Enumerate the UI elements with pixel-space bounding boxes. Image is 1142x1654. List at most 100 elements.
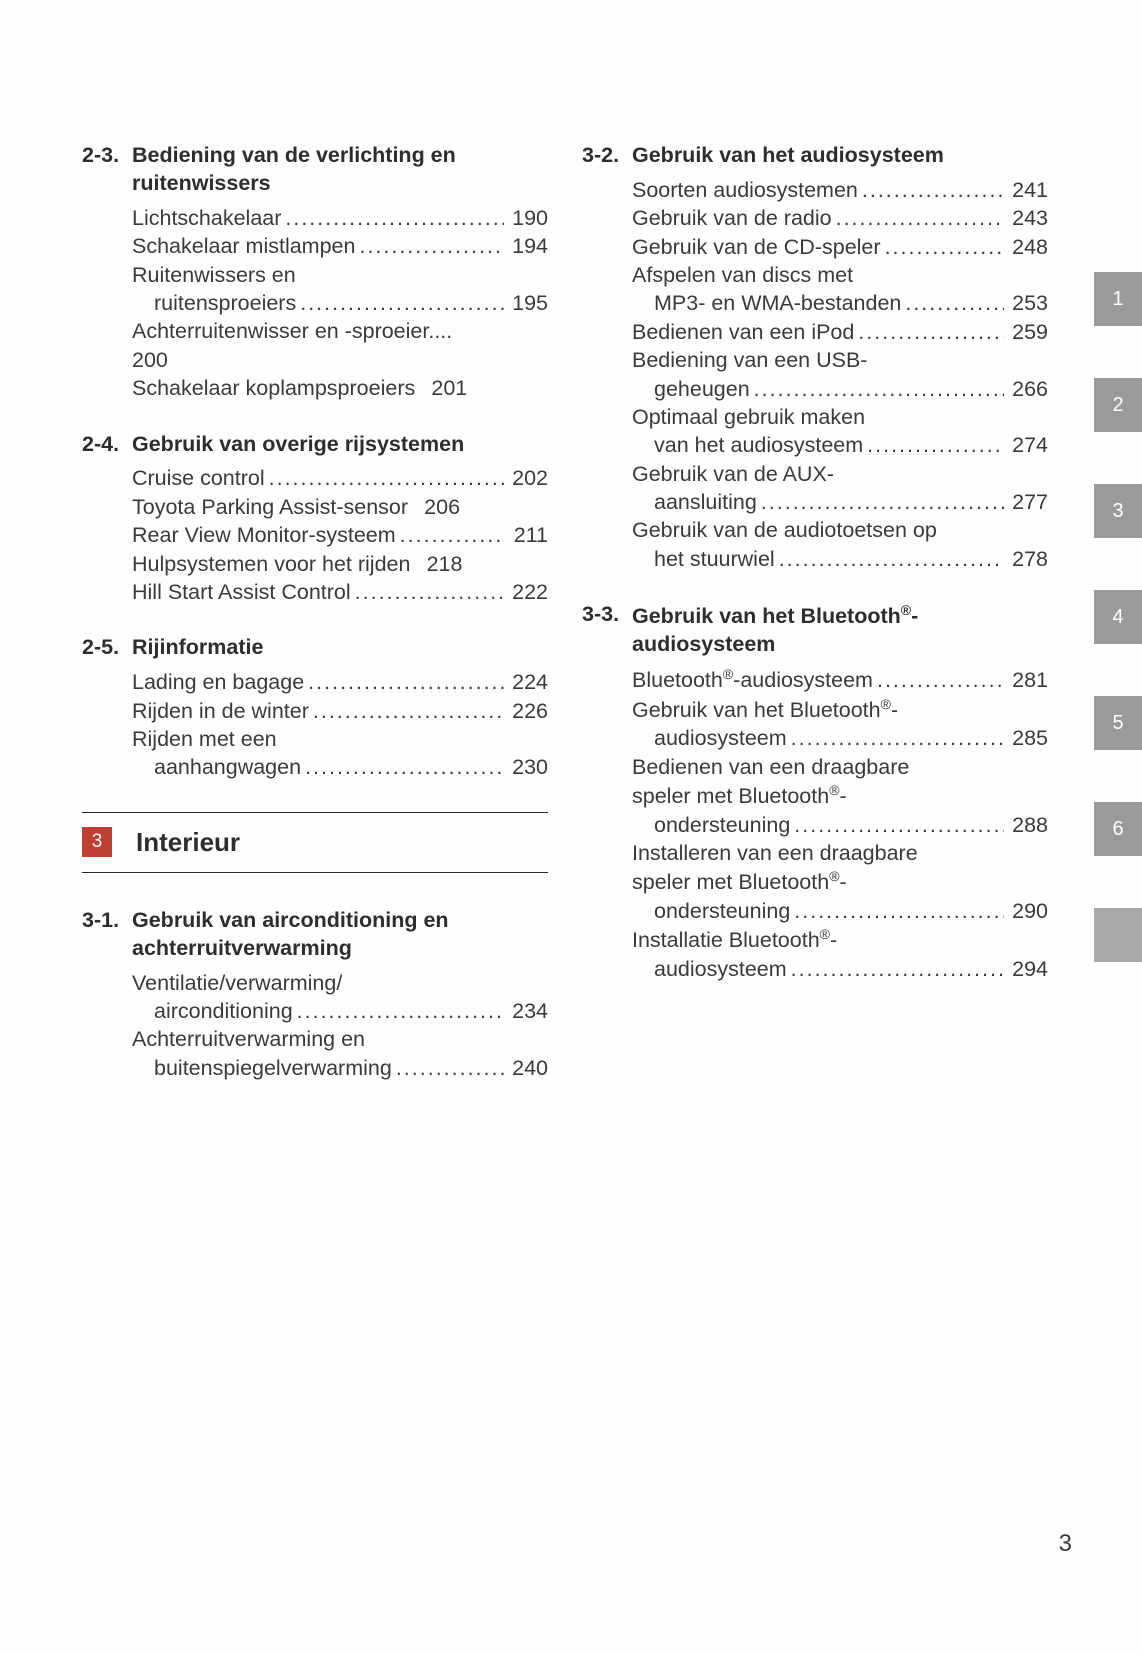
toc-dots: ........................................… [790, 811, 1004, 839]
toc-entry-label: speler met Bluetooth®- [632, 781, 1048, 811]
toc-section: 3-1.Gebruik van airconditioning en achte… [82, 907, 548, 1082]
toc-entry-label: Bedienen van een iPod [632, 318, 854, 346]
toc-entry-label: Optimaal gebruik maken [632, 403, 1048, 431]
toc-entry-page: 202 [504, 464, 548, 492]
toc-dots: ........................................… [304, 668, 504, 696]
toc-section-number: 3-2. [582, 142, 632, 170]
toc-entry: Toyota Parking Assist-sensor 206 [132, 493, 548, 521]
toc-entry-row: geheugen ...............................… [632, 375, 1048, 403]
toc-entry-page: 290 [1004, 897, 1048, 925]
toc-dots: ........................................… [858, 176, 1004, 204]
toc-entry-page: 234 [504, 997, 548, 1025]
toc-entry-row: Bluetooth®-audiosysteem ................… [632, 665, 1048, 695]
page: 2-3.Bediening van de verlichting en ruit… [0, 0, 1142, 1654]
toc-dots: ........................................… [309, 697, 504, 725]
toc-dots: ........................................… [301, 753, 504, 781]
toc-entry-page: 241 [1004, 176, 1048, 204]
toc-entry: Optimaal gebruik makenvan het audiosyste… [632, 403, 1048, 460]
chapter-row: 3Interieur [82, 813, 548, 872]
toc-dots: ........................................… [832, 204, 1004, 232]
toc-entry-label: Toyota Parking Assist-sensor [132, 493, 408, 521]
toc-section-title: Bediening van de verlichting en ruitenwi… [132, 142, 548, 198]
toc-entry-label: audiosysteem [632, 724, 787, 752]
toc-dots: ........................................… [901, 289, 1004, 317]
toc-entries: Lading en bagage .......................… [82, 668, 548, 782]
toc-entry-row: ondersteuning ..........................… [632, 897, 1048, 925]
toc-section: 3-3.Gebruik van het Bluetooth®-audiosyst… [582, 601, 1048, 983]
toc-entry-label: geheugen [632, 375, 750, 403]
toc-entry-row: Bedienen van een iPod ..................… [632, 318, 1048, 346]
toc-entry: Cruise control .........................… [132, 464, 548, 492]
toc-entry-label: audiosysteem [632, 955, 787, 983]
toc-dots: ........................................… [281, 204, 504, 232]
toc-entry-label: ruitensproeiers [132, 289, 296, 317]
toc-section-number: 2-3. [82, 142, 132, 170]
toc-entry: Schakelaar mistlampen ..................… [132, 232, 548, 260]
toc-entry-label: Installeren van een draagbare [632, 839, 1048, 867]
toc-entry: Rijden in de winter ....................… [132, 697, 548, 725]
toc-entry-row: van het audiosysteem ...................… [632, 431, 1048, 459]
side-tab-6[interactable]: 6 [1094, 802, 1142, 856]
toc-entry-page: 222 [504, 578, 548, 606]
side-tab-1[interactable]: 1 [1094, 272, 1142, 326]
toc-entry-row: Gebruik van de CD-speler ...............… [632, 233, 1048, 261]
toc-entry: Gebruik van de AUX-aansluiting .........… [632, 460, 1048, 517]
toc-entry-page: 259 [1004, 318, 1048, 346]
side-tab-2[interactable]: 2 [1094, 378, 1142, 432]
toc-entry-label: Afspelen van discs met [632, 261, 1048, 289]
toc-entry-label: Rijden met een [132, 725, 548, 753]
toc-entry: Gebruik van het Bluetooth®-audiosysteem … [632, 695, 1048, 753]
toc-entry: Installatie Bluetooth®-audiosysteem ....… [632, 925, 1048, 983]
toc-entry-label: aansluiting [632, 488, 757, 516]
toc-entry: Gebruik van de audiotoetsen ophet stuurw… [632, 516, 1048, 573]
toc-entry-label: Cruise control [132, 464, 265, 492]
toc-entry-row: het stuurwiel ..........................… [632, 545, 1048, 573]
toc-section-title: Gebruik van het Bluetooth®-audiosysteem [632, 601, 1048, 659]
toc-section-number: 2-5. [82, 634, 132, 662]
toc-entry: Achterruitenwisser en -sproeier....200 [132, 317, 548, 374]
toc-entry-label: ondersteuning [632, 811, 790, 839]
toc-entry-label: Bluetooth®-audiosysteem [632, 665, 873, 695]
toc-dots: ........................................… [757, 488, 1004, 516]
toc-entry: Ventilatie/verwarming/airconditioning ..… [132, 969, 548, 1026]
toc-dots: ........................................… [787, 724, 1004, 752]
toc-entry-row: Cruise control .........................… [132, 464, 548, 492]
toc-entry-label: Bedienen van een draagbare [632, 753, 1048, 781]
toc-dots: ........................................… [881, 233, 1004, 261]
toc-entry-label: Bediening van een USB- [632, 346, 1048, 374]
toc-entry-label: Hulpsystemen voor het rijden [132, 550, 410, 578]
side-tab-4[interactable]: 4 [1094, 590, 1142, 644]
toc-entry: Schakelaar koplampsproeiers 201 [132, 374, 548, 402]
toc-entry: Achterruitverwarming enbuitenspiegelverw… [132, 1025, 548, 1082]
toc-entry: Ruitenwissers enruitensproeiers ........… [132, 261, 548, 318]
toc-entry-row: Hill Start Assist Control ..............… [132, 578, 548, 606]
toc-entry-label: Hill Start Assist Control [132, 578, 351, 606]
toc-dots: ........................................… [873, 666, 1004, 694]
toc-entry-page: 218 [418, 550, 462, 578]
toc-section: 3-2.Gebruik van het audiosysteemSoorten … [582, 142, 1048, 573]
toc-entry: Lichtschakelaar ........................… [132, 204, 548, 232]
side-tab-3[interactable]: 3 [1094, 484, 1142, 538]
toc-entry: Rear View Monitor-systeem ..............… [132, 521, 548, 549]
chapter-rule [82, 872, 548, 873]
toc-section-header: 3-3.Gebruik van het Bluetooth®-audiosyst… [582, 601, 1048, 659]
toc-entry-page: 194 [504, 232, 548, 260]
toc-entry-page: 274 [1004, 431, 1048, 459]
toc-entry-label: Gebruik van de CD-speler [632, 233, 881, 261]
toc-section-title: Gebruik van overige rijsystemen [132, 431, 548, 459]
toc-dots: ........................................… [854, 318, 1004, 346]
toc-entry: Hill Start Assist Control ..............… [132, 578, 548, 606]
toc-entry-page: 206 [416, 493, 460, 521]
side-tab-blank[interactable] [1094, 908, 1142, 962]
toc-entry: Bedienen van een iPod ..................… [632, 318, 1048, 346]
chapter-heading: 3Interieur [82, 812, 548, 873]
toc-entry: Bediening van een USB-geheugen .........… [632, 346, 1048, 403]
toc-entries: Lichtschakelaar ........................… [82, 204, 548, 403]
toc-entry-page: 266 [1004, 375, 1048, 403]
side-tab-5[interactable]: 5 [1094, 696, 1142, 750]
toc-dots: ........................................… [392, 1054, 504, 1082]
chapter-title: Interieur [136, 827, 240, 858]
toc-dots: ........................................… [787, 955, 1004, 983]
toc-entries: Soorten audiosystemen ..................… [582, 176, 1048, 573]
toc-entry-page: 190 [504, 204, 548, 232]
